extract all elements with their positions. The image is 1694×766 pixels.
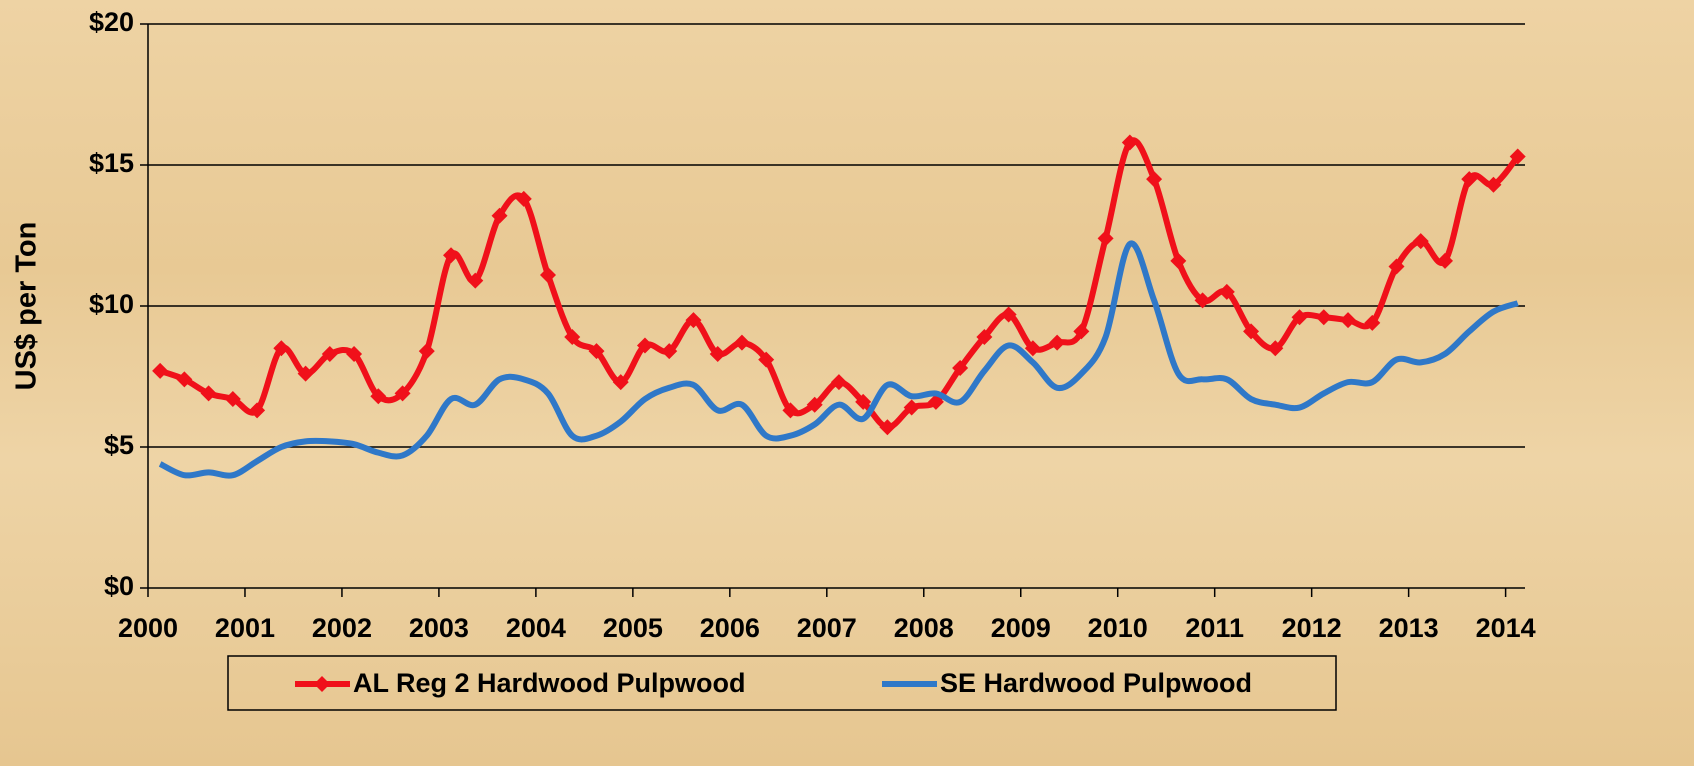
legend-box	[227, 655, 1337, 711]
point-marker	[515, 190, 532, 207]
x-tick-label: 2011	[1185, 613, 1244, 643]
legend-label: AL Reg 2 Hardwood Pulpwood	[353, 668, 746, 698]
point-marker	[1024, 340, 1041, 357]
point-marker	[273, 340, 290, 357]
x-tick-label: 2007	[797, 613, 857, 643]
y-axis-title: US$ per Ton	[11, 222, 43, 391]
point-marker	[733, 334, 750, 351]
point-marker	[224, 391, 241, 408]
point-marker	[782, 402, 799, 419]
point-marker	[588, 343, 605, 360]
point-marker	[1121, 134, 1138, 151]
point-marker	[758, 351, 775, 368]
point-marker	[249, 402, 266, 419]
point-marker	[1218, 283, 1235, 300]
x-tick-label: 2013	[1379, 613, 1439, 643]
point-marker	[830, 374, 847, 391]
point-marker	[1146, 171, 1163, 188]
y-tick-label: $15	[89, 148, 134, 178]
point-marker	[443, 247, 460, 264]
point-marker	[1097, 230, 1114, 247]
x-tick-label: 2014	[1476, 613, 1536, 643]
point-marker	[564, 329, 581, 346]
point-marker	[709, 345, 726, 362]
point-marker	[1436, 252, 1453, 269]
point-marker	[418, 343, 435, 360]
point-marker	[1000, 306, 1017, 323]
x-tick-label: 2010	[1088, 613, 1148, 643]
point-marker	[1340, 312, 1357, 329]
point-marker	[1170, 252, 1187, 269]
point-marker	[855, 393, 872, 410]
point-marker	[903, 399, 920, 416]
point-marker	[879, 419, 896, 436]
point-marker	[1267, 340, 1284, 357]
point-marker	[1509, 148, 1526, 165]
point-marker	[370, 388, 387, 405]
point-marker	[176, 371, 193, 388]
point-marker	[321, 345, 338, 362]
x-tick-label: 2005	[603, 613, 663, 643]
x-tick-label: 2001	[215, 613, 275, 643]
point-marker	[540, 266, 557, 283]
x-tick-label: 2004	[506, 613, 566, 643]
x-tick-label: 2012	[1282, 613, 1342, 643]
y-tick-label: $10	[89, 289, 134, 319]
y-tick-label: $20	[89, 7, 134, 37]
x-tick-label: 2009	[991, 613, 1051, 643]
point-marker	[1194, 292, 1211, 309]
point-marker	[1485, 176, 1502, 193]
point-marker	[1315, 309, 1332, 326]
y-tick-label: $5	[104, 430, 134, 460]
point-marker	[636, 337, 653, 354]
point-marker	[1412, 233, 1429, 250]
point-marker	[685, 312, 702, 329]
point-marker	[346, 345, 363, 362]
point-marker	[806, 396, 823, 413]
y-tick-label: $0	[104, 571, 134, 601]
series-line	[158, 240, 1519, 479]
point-marker	[952, 360, 969, 377]
point-marker	[1461, 171, 1478, 188]
point-marker	[297, 365, 314, 382]
point-marker	[661, 343, 678, 360]
point-marker	[1291, 309, 1308, 326]
x-tick-label: 2008	[894, 613, 954, 643]
point-marker	[976, 329, 993, 346]
x-tick-label: 2003	[409, 613, 469, 643]
x-tick-label: 2006	[700, 613, 760, 643]
point-marker	[152, 362, 169, 379]
point-marker	[1388, 258, 1405, 275]
point-marker	[1243, 323, 1260, 340]
legend-marker	[314, 676, 330, 692]
point-marker	[1049, 334, 1066, 351]
x-tick-label: 2002	[312, 613, 372, 643]
point-marker	[1364, 314, 1381, 331]
point-marker	[1073, 323, 1090, 340]
x-tick-label: 2000	[118, 613, 178, 643]
point-marker	[200, 385, 217, 402]
point-marker	[394, 385, 411, 402]
legend-label: SE Hardwood Pulpwood	[940, 668, 1252, 698]
point-marker	[467, 272, 484, 289]
point-marker	[612, 374, 629, 391]
point-marker	[491, 207, 508, 224]
